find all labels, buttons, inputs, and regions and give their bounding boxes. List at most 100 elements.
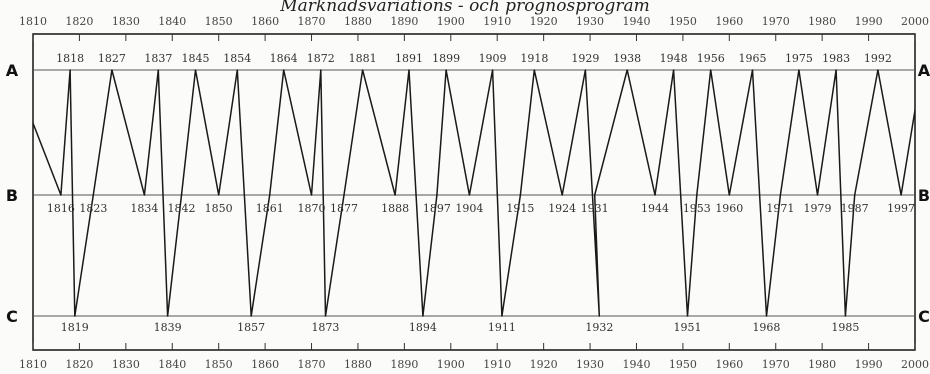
point-label-1956: 1956	[697, 52, 725, 65]
point-label-1979: 1979	[804, 202, 832, 215]
tick-label-top-1870: 1870	[298, 15, 326, 28]
tick-label-top-2000: 2000	[901, 15, 929, 28]
point-label-1894: 1894	[409, 321, 437, 334]
turning-point-1888	[394, 194, 396, 196]
point-label-1975: 1975	[785, 52, 813, 65]
tick-label-bottom-2000: 2000	[901, 358, 929, 371]
turning-point-1965	[751, 69, 754, 71]
point-label-1842: 1842	[168, 202, 196, 215]
tick-label-bottom-1970: 1970	[762, 358, 790, 371]
turning-point-1948	[672, 69, 675, 71]
point-label-1845: 1845	[181, 52, 209, 65]
point-label-1897: 1897	[423, 202, 451, 215]
turning-point-1992	[877, 69, 879, 71]
point-label-1992: 1992	[864, 52, 892, 65]
level-label-left-b: B	[6, 186, 18, 205]
turning-point-1911	[501, 315, 503, 317]
level-label-right-a: A	[918, 61, 930, 80]
point-label-1951: 1951	[674, 321, 702, 334]
tick-label-bottom-1840: 1840	[158, 358, 186, 371]
point-label-1818: 1818	[56, 52, 84, 65]
tick-label-top-1930: 1930	[576, 15, 604, 28]
turning-point-1931	[593, 194, 596, 196]
turning-point-1873	[324, 315, 327, 317]
turning-point-1968	[765, 315, 768, 317]
turning-point-1854	[236, 69, 239, 71]
level-label-left-c: C	[6, 307, 18, 326]
tick-label-bottom-1850: 1850	[205, 358, 233, 371]
tick-label-top-1900: 1900	[437, 15, 465, 28]
turning-point-1997	[900, 194, 902, 196]
turning-point-1834	[143, 194, 146, 196]
turning-point-1872	[320, 69, 322, 71]
turning-point-1894	[422, 315, 424, 317]
tick-label-top-1910: 1910	[483, 15, 511, 28]
point-label-1915: 1915	[506, 202, 534, 215]
point-label-1872: 1872	[307, 52, 335, 65]
turning-point-1971	[779, 194, 782, 196]
tick-label-top-1970: 1970	[762, 15, 790, 28]
tick-label-top-1820: 1820	[65, 15, 93, 28]
turning-point-1870	[310, 194, 313, 196]
point-label-1873: 1873	[311, 321, 339, 334]
turning-point-1924	[561, 194, 563, 196]
point-label-1881: 1881	[349, 52, 377, 65]
tick-label-bottom-1880: 1880	[344, 358, 372, 371]
tick-label-bottom-1860: 1860	[251, 358, 279, 371]
point-label-1877: 1877	[330, 202, 358, 215]
tick-label-top-1880: 1880	[344, 15, 372, 28]
tick-label-bottom-1920: 1920	[530, 358, 558, 371]
level-label-right-b: B	[918, 186, 930, 205]
point-label-1932: 1932	[585, 321, 613, 334]
tick-label-bottom-1830: 1830	[112, 358, 140, 371]
turning-point-1938	[626, 69, 628, 71]
turning-point-1845	[194, 69, 197, 71]
tick-label-bottom-1930: 1930	[576, 358, 604, 371]
point-label-1938: 1938	[613, 52, 641, 65]
point-label-1971: 1971	[766, 202, 794, 215]
point-label-1960: 1960	[715, 202, 743, 215]
point-label-1899: 1899	[432, 52, 460, 65]
turning-point-1951	[686, 315, 689, 317]
tick-label-top-1940: 1940	[622, 15, 650, 28]
point-label-1944: 1944	[641, 202, 669, 215]
plot-frame	[32, 33, 916, 351]
turning-point-1861	[268, 194, 271, 196]
point-label-1819: 1819	[61, 321, 89, 334]
tick-label-top-1840: 1840	[158, 15, 186, 28]
point-label-1968: 1968	[752, 321, 780, 334]
turning-point-1819	[73, 315, 76, 317]
point-label-1987: 1987	[841, 202, 869, 215]
turning-point-1987	[853, 194, 856, 196]
point-label-1857: 1857	[237, 321, 265, 334]
tick-label-bottom-1820: 1820	[65, 358, 93, 371]
tick-label-top-1980: 1980	[808, 15, 836, 28]
point-label-1985: 1985	[831, 321, 859, 334]
point-label-1918: 1918	[520, 52, 548, 65]
turning-point-1983	[835, 69, 837, 71]
tick-label-top-1990: 1990	[855, 15, 883, 28]
tick-label-top-1810: 1810	[19, 15, 47, 28]
point-label-1827: 1827	[98, 52, 126, 65]
point-label-1904: 1904	[455, 202, 483, 215]
turning-point-1857	[250, 315, 252, 317]
level-label-right-c: C	[918, 307, 930, 326]
point-label-1997: 1997	[887, 202, 915, 215]
turning-point-1953	[696, 194, 698, 196]
tick-label-bottom-1950: 1950	[669, 358, 697, 371]
point-label-1864: 1864	[270, 52, 298, 65]
turning-point-1837	[157, 69, 160, 71]
point-label-1891: 1891	[395, 52, 423, 65]
point-label-1953: 1953	[683, 202, 711, 215]
chart-title: Marknadsvariations - och prognosprogram	[280, 0, 650, 16]
point-label-1816: 1816	[47, 202, 75, 215]
turning-point-1960	[728, 194, 731, 196]
turning-point-1827	[111, 69, 113, 71]
point-label-1911: 1911	[488, 321, 516, 334]
turning-point-1842	[180, 194, 183, 196]
tick-label-bottom-1980: 1980	[808, 358, 836, 371]
tick-label-bottom-1890: 1890	[390, 358, 418, 371]
tick-label-bottom-1810: 1810	[19, 358, 47, 371]
tick-label-bottom-1870: 1870	[298, 358, 326, 371]
tick-label-bottom-1940: 1940	[622, 358, 650, 371]
